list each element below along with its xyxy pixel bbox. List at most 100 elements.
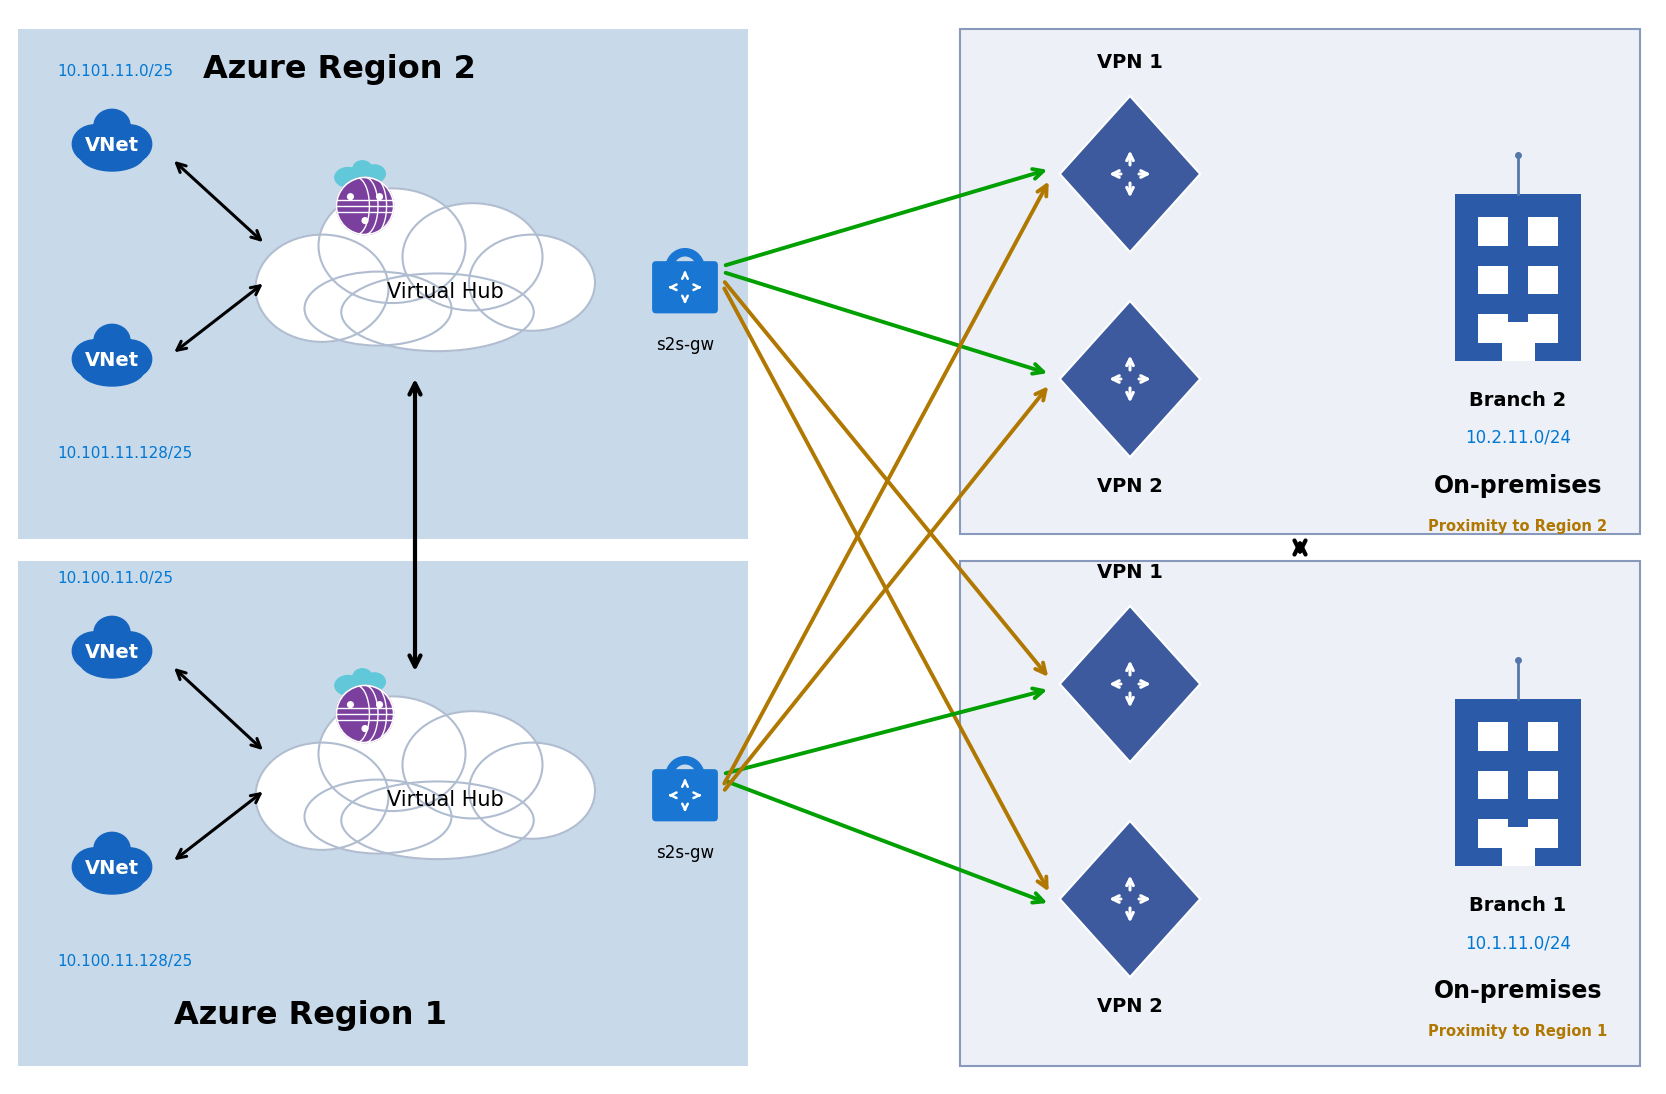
FancyBboxPatch shape <box>18 30 748 539</box>
Ellipse shape <box>255 743 388 850</box>
Text: Azure Region 2: Azure Region 2 <box>203 54 475 85</box>
FancyBboxPatch shape <box>1528 218 1558 246</box>
FancyBboxPatch shape <box>18 561 748 1066</box>
Ellipse shape <box>80 644 145 678</box>
Ellipse shape <box>80 352 145 386</box>
FancyBboxPatch shape <box>651 769 718 822</box>
Circle shape <box>377 701 383 708</box>
Text: 10.100.11.0/25: 10.100.11.0/25 <box>57 571 173 586</box>
Ellipse shape <box>107 125 152 163</box>
Text: VNet: VNet <box>85 351 138 370</box>
Ellipse shape <box>107 632 152 671</box>
Ellipse shape <box>335 675 362 696</box>
FancyBboxPatch shape <box>1478 819 1508 848</box>
Text: VNet: VNet <box>85 643 138 662</box>
Ellipse shape <box>107 340 152 379</box>
FancyBboxPatch shape <box>1478 770 1508 800</box>
FancyBboxPatch shape <box>1478 218 1508 246</box>
Ellipse shape <box>335 167 362 187</box>
Ellipse shape <box>88 121 120 149</box>
Text: Proximity to Region 2: Proximity to Region 2 <box>1428 519 1608 534</box>
Ellipse shape <box>353 668 372 685</box>
FancyBboxPatch shape <box>1501 322 1534 361</box>
FancyBboxPatch shape <box>1528 819 1558 848</box>
Text: Virtual Hub: Virtual Hub <box>387 282 503 302</box>
Text: 10.2.11.0/24: 10.2.11.0/24 <box>1464 429 1571 447</box>
Text: Virtual Hub: Virtual Hub <box>387 790 503 810</box>
Ellipse shape <box>470 234 595 330</box>
Ellipse shape <box>93 616 130 649</box>
FancyBboxPatch shape <box>1528 770 1558 800</box>
Ellipse shape <box>93 324 130 357</box>
Circle shape <box>348 701 353 708</box>
Text: On-premises: On-premises <box>1434 474 1603 498</box>
Text: VPN 2: VPN 2 <box>1098 477 1163 496</box>
Ellipse shape <box>103 845 135 872</box>
Ellipse shape <box>347 682 378 696</box>
FancyBboxPatch shape <box>960 561 1639 1066</box>
Text: VPN 1: VPN 1 <box>1098 53 1163 72</box>
Ellipse shape <box>347 174 378 188</box>
FancyBboxPatch shape <box>1478 266 1508 294</box>
Polygon shape <box>1060 606 1200 763</box>
Ellipse shape <box>80 860 145 894</box>
Text: 10.101.11.0/25: 10.101.11.0/25 <box>57 65 173 79</box>
Text: Proximity to Region 1: Proximity to Region 1 <box>1428 1024 1608 1039</box>
Ellipse shape <box>72 125 117 163</box>
Polygon shape <box>1060 96 1200 252</box>
Ellipse shape <box>80 137 145 171</box>
FancyBboxPatch shape <box>1456 699 1581 866</box>
Circle shape <box>377 194 383 199</box>
Ellipse shape <box>353 161 372 176</box>
FancyBboxPatch shape <box>651 261 718 313</box>
Ellipse shape <box>93 833 130 864</box>
Ellipse shape <box>255 234 388 342</box>
FancyBboxPatch shape <box>1478 314 1508 342</box>
Ellipse shape <box>318 697 465 811</box>
Ellipse shape <box>88 337 120 364</box>
Circle shape <box>348 194 353 199</box>
Ellipse shape <box>305 780 451 853</box>
Ellipse shape <box>103 121 135 149</box>
FancyBboxPatch shape <box>960 30 1639 534</box>
Text: 10.100.11.128/25: 10.100.11.128/25 <box>57 954 192 969</box>
Ellipse shape <box>403 711 543 818</box>
Ellipse shape <box>363 673 385 690</box>
Ellipse shape <box>342 781 533 859</box>
Text: Branch 1: Branch 1 <box>1469 896 1566 915</box>
Text: VNet: VNet <box>85 859 138 877</box>
Text: VNet: VNet <box>85 136 138 154</box>
FancyBboxPatch shape <box>1501 827 1534 866</box>
FancyBboxPatch shape <box>1528 314 1558 342</box>
Circle shape <box>362 218 368 223</box>
Text: s2s-gw: s2s-gw <box>656 336 715 354</box>
Text: Azure Region 1: Azure Region 1 <box>173 1000 446 1031</box>
Ellipse shape <box>470 743 595 839</box>
FancyBboxPatch shape <box>1528 722 1558 750</box>
Ellipse shape <box>342 274 533 351</box>
Ellipse shape <box>72 632 117 671</box>
Circle shape <box>337 177 393 234</box>
Ellipse shape <box>88 628 120 656</box>
Text: VPN 2: VPN 2 <box>1098 997 1163 1016</box>
Ellipse shape <box>72 340 117 379</box>
Ellipse shape <box>72 848 117 886</box>
Text: 10.101.11.128/25: 10.101.11.128/25 <box>57 446 192 461</box>
FancyBboxPatch shape <box>1478 722 1508 750</box>
Text: On-premises: On-premises <box>1434 979 1603 1003</box>
Ellipse shape <box>363 165 385 183</box>
Ellipse shape <box>403 203 543 311</box>
Text: Branch 2: Branch 2 <box>1469 391 1566 410</box>
Polygon shape <box>1060 301 1200 457</box>
Ellipse shape <box>93 109 130 141</box>
Text: s2s-gw: s2s-gw <box>656 843 715 862</box>
FancyBboxPatch shape <box>1528 266 1558 294</box>
Ellipse shape <box>305 271 451 346</box>
Ellipse shape <box>318 188 465 303</box>
Polygon shape <box>1060 820 1200 977</box>
Circle shape <box>362 725 368 732</box>
FancyBboxPatch shape <box>1456 195 1581 361</box>
Circle shape <box>337 686 393 743</box>
Ellipse shape <box>103 337 135 364</box>
Ellipse shape <box>107 848 152 886</box>
